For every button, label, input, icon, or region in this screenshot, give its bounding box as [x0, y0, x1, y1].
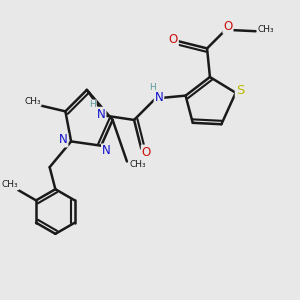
Text: O: O — [169, 33, 178, 46]
Text: N: N — [97, 108, 106, 121]
Text: CH₃: CH₃ — [257, 25, 274, 34]
Text: O: O — [142, 146, 151, 158]
Text: N: N — [154, 91, 164, 103]
Text: N: N — [59, 134, 68, 146]
Text: CH₃: CH₃ — [130, 160, 146, 169]
Text: H: H — [89, 100, 96, 109]
Text: S: S — [236, 84, 244, 97]
Text: CH₃: CH₃ — [24, 97, 41, 106]
Text: CH₃: CH₃ — [2, 180, 19, 189]
Text: N: N — [102, 144, 111, 158]
Text: H: H — [149, 83, 155, 92]
Text: O: O — [223, 20, 232, 33]
